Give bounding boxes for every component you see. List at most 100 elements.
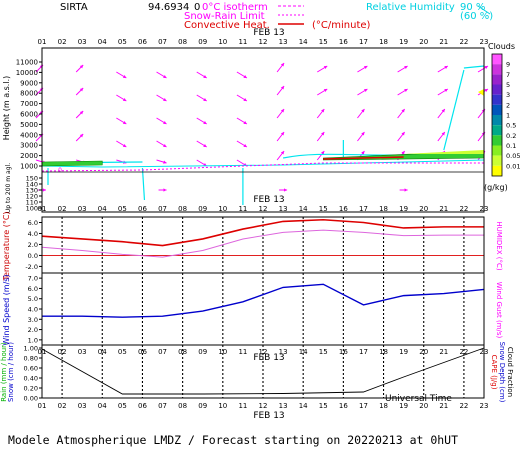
grid-layer: [61, 217, 465, 398]
hour-alt-label: 05: [118, 205, 127, 213]
snow-depth-ylabel: Snow Depth (cm): [498, 342, 506, 403]
colorbar-title: Clouds: [488, 42, 515, 51]
wind-arrow-head: [321, 132, 325, 136]
hour-wind-label: 08: [178, 348, 187, 356]
wind-arrow-head: [163, 120, 167, 124]
legend-snowrain: Snow-Rain Limit: [184, 11, 265, 22]
hour-bottom-label: 04: [98, 402, 107, 410]
alt-low-tick-label: 150: [26, 175, 38, 183]
wind-arrow-head: [280, 109, 285, 113]
temp-tick-label: 2.0: [28, 241, 38, 249]
wind-arrow-head: [122, 97, 127, 101]
alt-tick-label: 11000: [16, 59, 38, 67]
hour-alt-label: 06: [138, 205, 147, 213]
temp-tick-label: 4.0: [28, 230, 38, 238]
site-name: SIRTA: [60, 2, 88, 13]
hour-alt-label: 18: [379, 205, 388, 213]
hour-bottom-label: 13: [279, 402, 288, 410]
wind-speed-line: [42, 283, 485, 318]
wind-arrow-head: [284, 188, 288, 192]
legend-rh: Relative Humidity: [366, 2, 455, 13]
wind-arrow-head: [484, 89, 488, 93]
colorbar-label: 0.1: [506, 142, 516, 150]
hour-wind-label: 04: [98, 348, 107, 356]
wind-arrow-head: [441, 109, 445, 113]
colorbar-swatch: [492, 155, 502, 166]
axis-layer: 01 02 03 04 05 06 07 08 09 10 11 12 13 14 15 16 17 18 19 20…: [0, 28, 514, 421]
colorbar-label: 5: [506, 81, 510, 89]
alt-low-tick-label: 120: [26, 193, 38, 201]
rain-tick-label: 0.80: [24, 355, 38, 363]
wind-arrow-head: [401, 109, 405, 113]
colorbar-swatch: [492, 135, 502, 146]
hour-wind-label: 09: [198, 348, 207, 356]
date-label: FEB 13: [253, 28, 284, 38]
hour-top-label: 11: [238, 38, 247, 46]
hour-bottom-label: 21: [439, 402, 448, 410]
rh-contour: [41, 159, 485, 168]
colorbar-swatch: [492, 54, 502, 65]
hour-wind-label: 12: [259, 348, 268, 356]
cloud-colorbar: Clouds 9 7 5 3 2 1 0.5 0.2 0.1 0.05 0.01 (g/kg): [484, 42, 520, 192]
wind-arrow-head: [444, 89, 448, 93]
wind-arrow-head: [203, 162, 207, 166]
hour-bottom-label: 23: [480, 402, 489, 410]
alt-tick-label: 8000: [20, 90, 38, 98]
hour-wind-label: 14: [299, 348, 308, 356]
wind-tick-label: 1.0: [28, 336, 38, 344]
hour-alt-label: 03: [78, 205, 87, 213]
alt-tick-label: 2000: [20, 152, 38, 160]
hour-top-label: 13: [279, 38, 288, 46]
forecast-caption: Modele Atmospherique LMDZ / Forecast sta…: [8, 433, 458, 447]
colorbar-swatch: [492, 115, 502, 126]
hour-wind-label: 16: [339, 348, 348, 356]
hour-top-label: 22: [459, 38, 468, 46]
convective-heating-line: [323, 156, 404, 160]
hour-alt-label: 17: [359, 205, 368, 213]
wind-arrow-head: [401, 151, 405, 155]
wind-arrow-head: [122, 143, 127, 147]
legend-rh-90: 90 %: [460, 2, 485, 13]
hour-alt-label: 09: [198, 205, 207, 213]
alt-tick-label: 9000: [20, 79, 38, 87]
hour-top-label: 06: [138, 38, 147, 46]
colorbar-label: 2: [506, 101, 510, 109]
hour-bottom-label: 22: [459, 402, 468, 410]
cloud-fraction-line: [41, 347, 485, 395]
wind-arrow-head: [163, 188, 167, 192]
hour-alt-label: 10: [218, 205, 227, 213]
colorbar-swatch: [492, 74, 502, 85]
wind-arrow-head: [484, 66, 488, 70]
hour-top-label: 23: [480, 38, 489, 46]
hour-wind-label: 18: [379, 348, 388, 356]
hour-wind-label: 20: [419, 348, 428, 356]
hour-top-label: 02: [58, 38, 67, 46]
hour-top-label: 17: [359, 38, 368, 46]
colorbar-label: 0.05: [506, 152, 520, 160]
cape-ylabel: CAPE (J/g): [490, 355, 498, 390]
hour-alt-label: 12: [259, 205, 268, 213]
alt-ylabel-low: Up to 200 m agl.: [5, 163, 12, 213]
hour-top-label: 10: [218, 38, 227, 46]
hour-top-label: 20: [419, 38, 428, 46]
hour-wind-label: 23: [480, 348, 489, 356]
wind-tick-label: 3.0: [28, 316, 38, 324]
alt-low-tick-label: 100: [26, 205, 38, 213]
temperature-panel: [41, 218, 484, 258]
colorbar-label: 1: [506, 112, 510, 120]
hour-wind-label: 19: [399, 348, 408, 356]
rain-frame: [41, 344, 485, 399]
wind-arrow-head: [361, 109, 365, 113]
wind-arrow-head: [280, 86, 285, 90]
altitude-panel: 0: [35, 62, 489, 205]
altitude-frame: [41, 47, 485, 213]
alt-low-tick-label: 110: [26, 199, 38, 207]
hour-bottom-label: 06: [138, 402, 147, 410]
hour-alt-label: 07: [158, 205, 167, 213]
hour-alt-label: 13: [279, 205, 288, 213]
rh-contour: [47, 168, 244, 205]
rain-tick-label: 0.00: [24, 395, 38, 403]
wind-arrow-head: [404, 188, 408, 192]
